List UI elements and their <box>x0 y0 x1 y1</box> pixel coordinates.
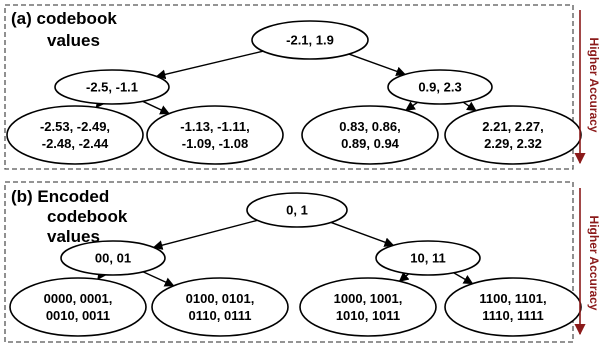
leaf-node-4: 2.21, 2.27, 2.29, 2.32 <box>444 105 582 165</box>
tree-edge-arrow <box>142 271 175 287</box>
leaf-node-2-ellipse <box>151 277 289 337</box>
leaf-node-4-ellipse <box>444 277 582 337</box>
tree-edge-arrow <box>330 221 395 247</box>
root-node-label: -2.1, 1.9 <box>286 33 334 48</box>
leaf-node-2-label: 0110, 0111 <box>189 308 252 323</box>
panel-border <box>4 4 574 170</box>
leaf-node-3-label: 0.89, 0.94 <box>341 136 400 151</box>
mid-node-2-ellipse <box>375 240 481 276</box>
tree-edge-arrow <box>348 53 407 77</box>
leaf-node-3: 0.83, 0.86, 0.89, 0.94 <box>301 105 439 165</box>
root-node-ellipse <box>251 20 369 60</box>
panel-title-line: codebook <box>47 207 128 226</box>
leaf-node-4-label: 1110, 1111 <box>482 308 543 323</box>
leaf-node-4-ellipse <box>444 105 582 165</box>
mid-node-1-label: -2.5, -1.1 <box>86 80 138 95</box>
tree-edge-arrow <box>405 101 419 111</box>
leaf-node-2-label: 0100, 0101, <box>186 291 255 306</box>
leaf-node-4: 1100, 1101, 1110, 1111 <box>444 277 582 337</box>
mid-node-1: -2.5, -1.1 <box>54 69 170 105</box>
root-node: 0, 1 <box>246 192 348 228</box>
panel-title: (a) codebook values <box>11 9 117 50</box>
tree-edge-arrow <box>155 50 264 80</box>
mid-node-2-ellipse <box>387 69 493 105</box>
leaf-node-2-label: -1.13, -1.11, <box>180 119 249 134</box>
leaf-node-3-label: 1010, 1011 <box>336 308 400 323</box>
mid-node-1-ellipse <box>54 69 170 105</box>
leaf-node-2: -1.13, -1.11, -1.09, -1.08 <box>146 105 284 165</box>
root-node-label: 0, 1 <box>286 203 308 218</box>
leaf-node-4-label: 2.21, 2.27, <box>482 119 543 134</box>
panel-title-line: (b) Encoded <box>11 187 109 206</box>
leaf-node-1-ellipse <box>9 277 147 337</box>
leaf-node-4-label: 2.29, 2.32 <box>484 136 542 151</box>
panel-title-line: values <box>47 31 100 50</box>
leaf-node-1: -2.53, -2.49, -2.48, -2.44 <box>6 105 144 165</box>
mid-node-2: 0.9, 2.3 <box>387 69 493 105</box>
leaf-node-1-ellipse <box>6 105 144 165</box>
mid-node-2-label: 10, 11 <box>410 251 445 266</box>
leaf-node-3: 1000, 1001, 1010, 1011 <box>299 277 437 337</box>
root-node: -2.1, 1.9 <box>251 20 369 60</box>
panel-a: (a) codebook values -2.1, 1.9 -2.5, -1.1 0.9… <box>4 4 600 170</box>
leaf-node-1-label: 0010, 0011 <box>46 308 110 323</box>
mid-node-1-label: 00, 01 <box>95 251 131 266</box>
leaf-node-2: 0100, 0101, 0110, 0111 <box>151 277 289 337</box>
leaf-node-3-label: 1000, 1001, <box>334 291 403 306</box>
mid-node-1: 00, 01 <box>60 240 166 276</box>
panel-title-line: (a) codebook <box>11 9 117 28</box>
leaf-node-2-label: -1.09, -1.08 <box>182 136 249 151</box>
root-node-ellipse <box>246 192 348 228</box>
tree-edge-arrow <box>453 272 474 285</box>
mid-node-2-label: 0.9, 2.3 <box>418 80 461 95</box>
leaf-node-1-label: 0000, 0001, <box>44 291 113 306</box>
tree-edge-arrow <box>398 271 410 282</box>
panel-border <box>4 181 574 343</box>
panel-title-line: values <box>47 227 100 246</box>
mid-node-2: 10, 11 <box>375 240 481 276</box>
tree-edge-arrow <box>152 219 258 250</box>
higher-accuracy-label: Higher Accuracy <box>587 38 600 133</box>
leaf-node-1-label: -2.53, -2.49, <box>40 119 110 134</box>
leaf-node-4-label: 1100, 1101, <box>479 291 546 306</box>
tree-edge-arrow <box>462 101 477 112</box>
leaf-node-3-label: 0.83, 0.86, <box>339 119 400 134</box>
leaf-node-1-label: -2.48, -2.44 <box>42 136 109 151</box>
leaf-node-2-ellipse <box>146 105 284 165</box>
higher-accuracy-label: Higher Accuracy <box>587 216 600 311</box>
leaf-node-1: 0000, 0001, 0010, 0011 <box>9 277 147 337</box>
leaf-node-3-ellipse <box>301 105 439 165</box>
mid-node-1-ellipse <box>60 240 166 276</box>
leaf-node-3-ellipse <box>299 277 437 337</box>
tree-edge-arrow <box>142 100 170 115</box>
